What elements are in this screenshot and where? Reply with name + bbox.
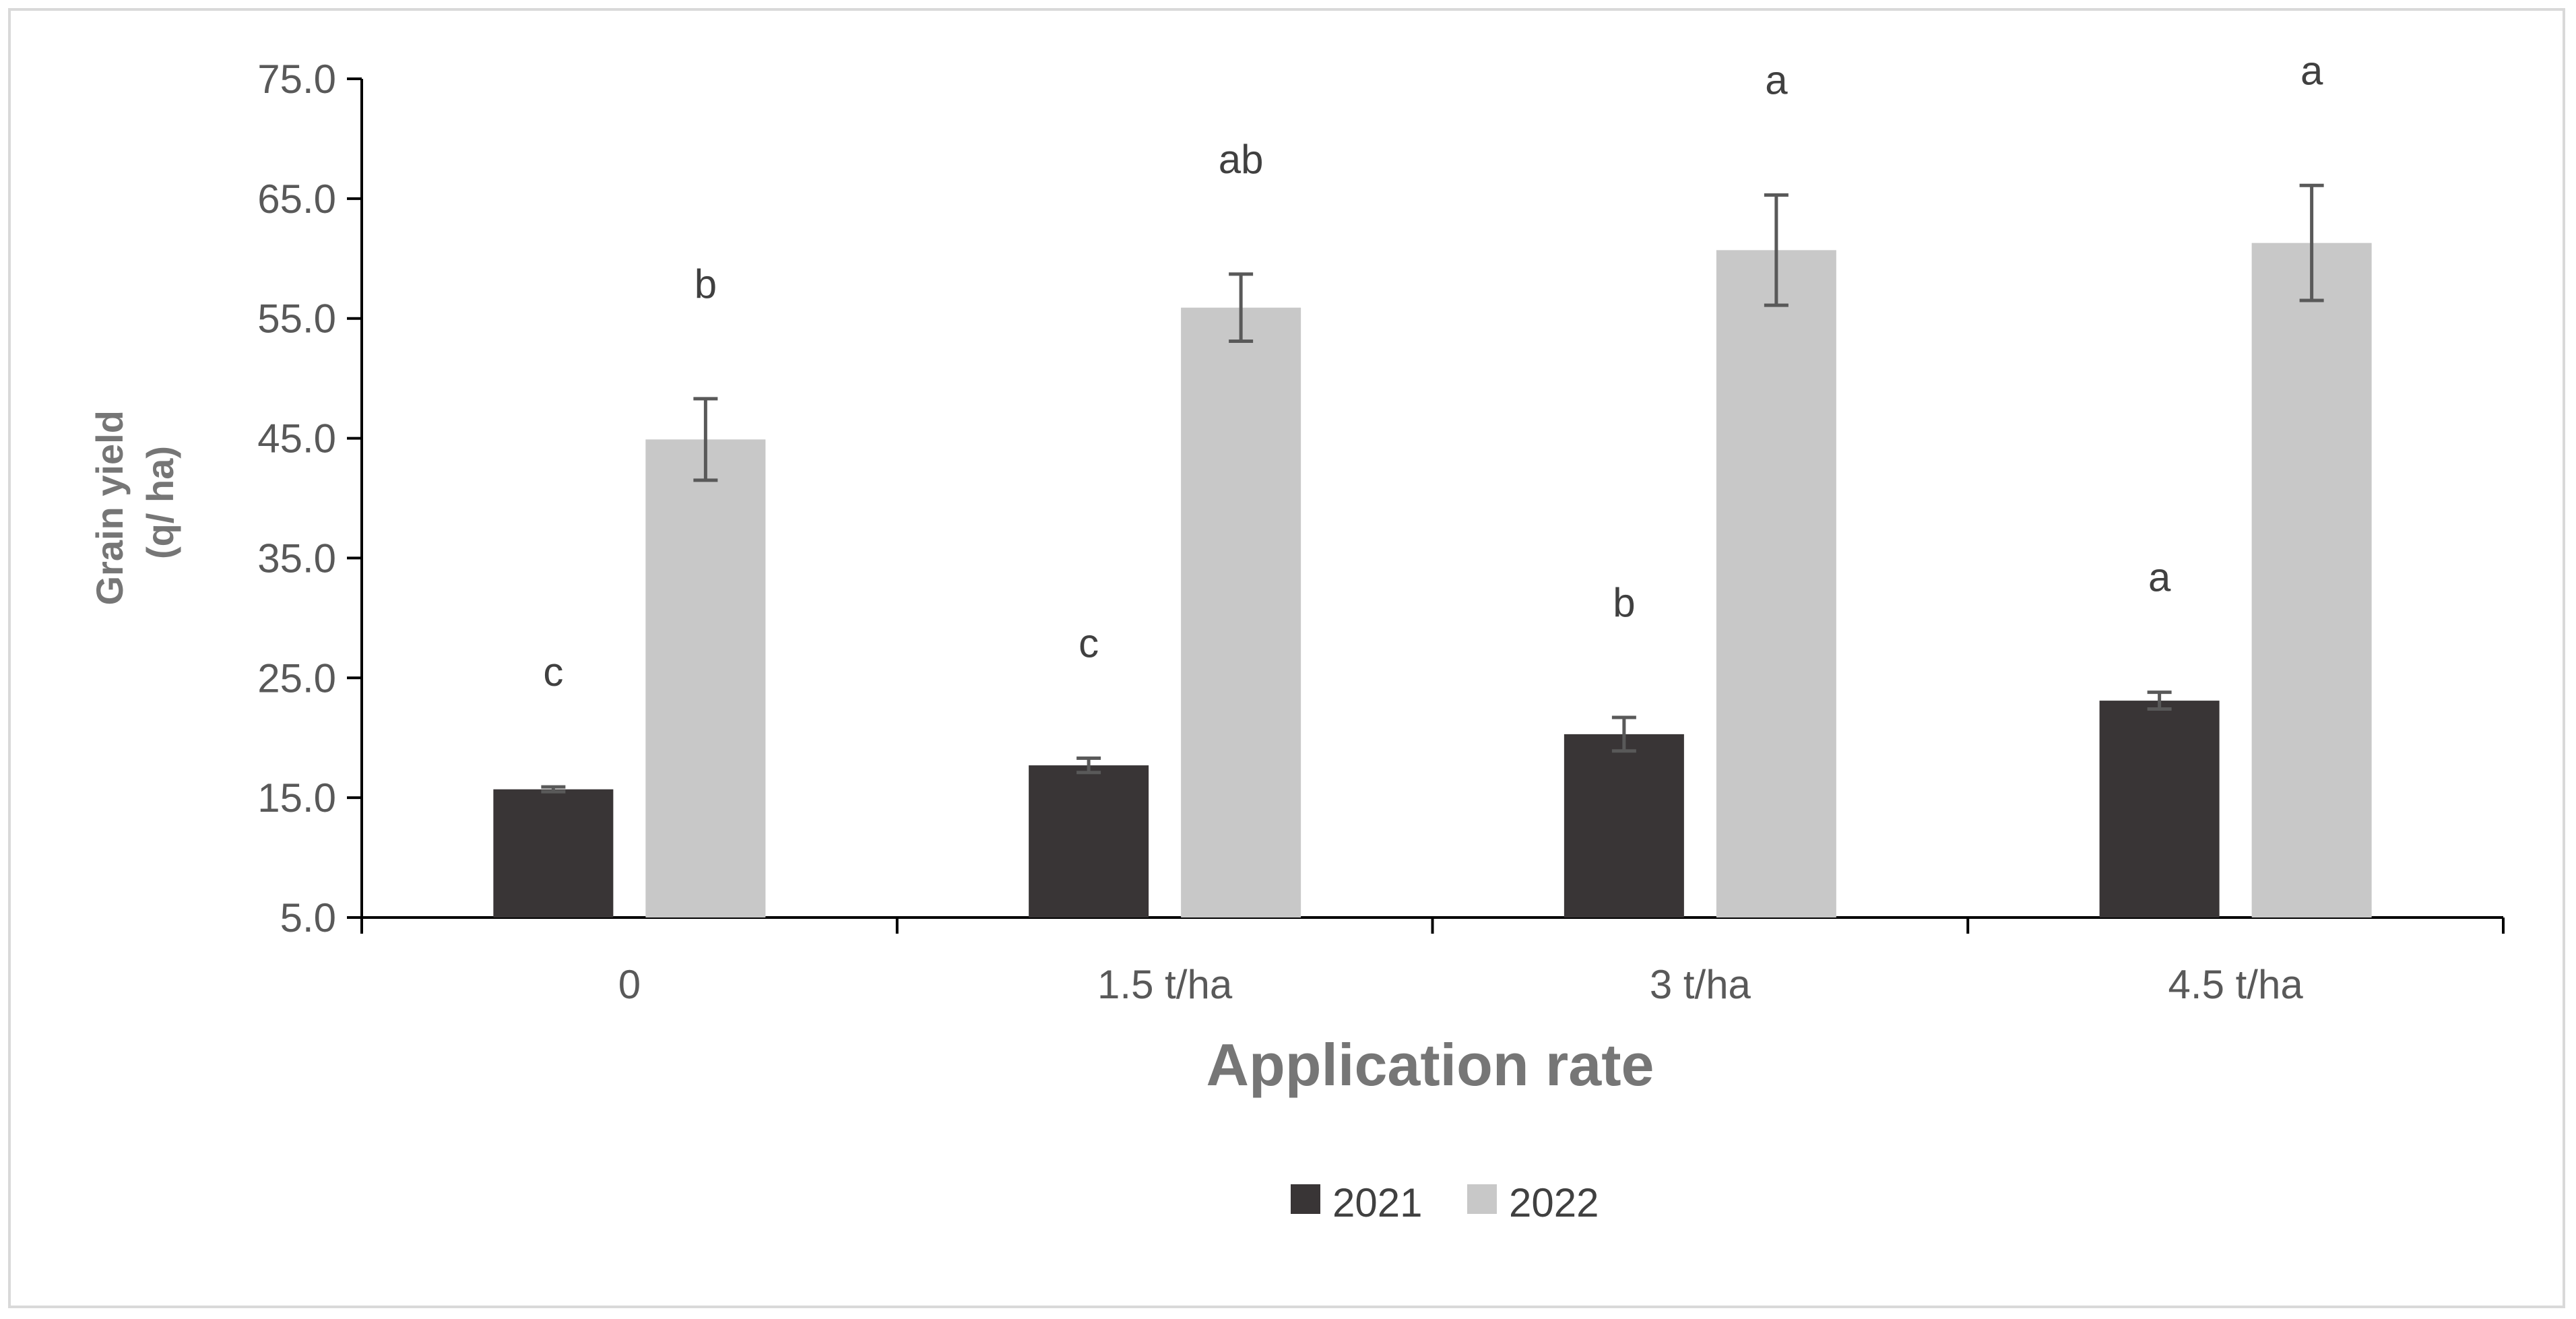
y-axis-title-line-1: Grain yield — [88, 410, 131, 605]
axes: 5.0 15.0 25.0 35.0 45.0 55.0 65.0 75.0 — [257, 57, 2505, 940]
chart-frame: 5.0 15.0 25.0 35.0 45.0 55.0 65.0 75.0 0 1.5 t/h… — [8, 8, 2565, 1308]
y-tick-label: 15.0 — [257, 775, 336, 821]
bar-2022 — [645, 439, 766, 918]
x-category-label: 3 t/ha — [1650, 962, 1751, 1007]
legend-swatch-2021 — [1291, 1184, 1320, 1214]
y-tick-label: 35.0 — [257, 536, 336, 581]
y-axis-title: Grain yield (q/ ha) — [88, 400, 181, 606]
bar-2021 — [1564, 734, 1684, 918]
y-tick-label: 65.0 — [257, 176, 336, 222]
y-axis-title-line-2: (q/ ha) — [139, 446, 181, 559]
legend-swatch-2022 — [1467, 1184, 1497, 1214]
y-tick-label: 25.0 — [257, 655, 336, 701]
significance-letter: ab — [1219, 137, 1264, 182]
y-tick-label: 75.0 — [257, 57, 336, 102]
bar-2021 — [493, 789, 614, 918]
y-tick-label: 55.0 — [257, 296, 336, 342]
significance-letter: c — [1078, 620, 1099, 666]
bar-2022 — [1181, 307, 1301, 918]
y-tick-label: 45.0 — [257, 416, 336, 461]
significance-letter: a — [2300, 48, 2323, 93]
x-category-label: 0 — [618, 962, 641, 1007]
legend: 2021 2022 — [1291, 1180, 1599, 1225]
significance-letter: b — [695, 261, 717, 307]
significance-letter: a — [2148, 555, 2171, 600]
legend-label-2022: 2022 — [1509, 1180, 1599, 1225]
bar-chart: 5.0 15.0 25.0 35.0 45.0 55.0 65.0 75.0 0 1.5 t/h… — [88, 48, 2505, 1225]
legend-label-2021: 2021 — [1332, 1180, 1422, 1225]
x-category-label: 1.5 t/ha — [1097, 962, 1233, 1007]
bar-2021 — [1029, 765, 1149, 918]
significance-letter: b — [1613, 580, 1635, 625]
bars — [493, 183, 2372, 918]
bar-2022 — [1716, 250, 1836, 918]
significance-letter: a — [1765, 58, 1788, 103]
bar-2021 — [2099, 701, 2220, 918]
bar-2022 — [2251, 243, 2372, 918]
y-tick-label: 5.0 — [280, 895, 336, 940]
significance-letter: c — [543, 649, 563, 695]
x-category-label: 4.5 t/ha — [2168, 962, 2304, 1007]
x-axis-title: Application rate — [1206, 1031, 1654, 1098]
